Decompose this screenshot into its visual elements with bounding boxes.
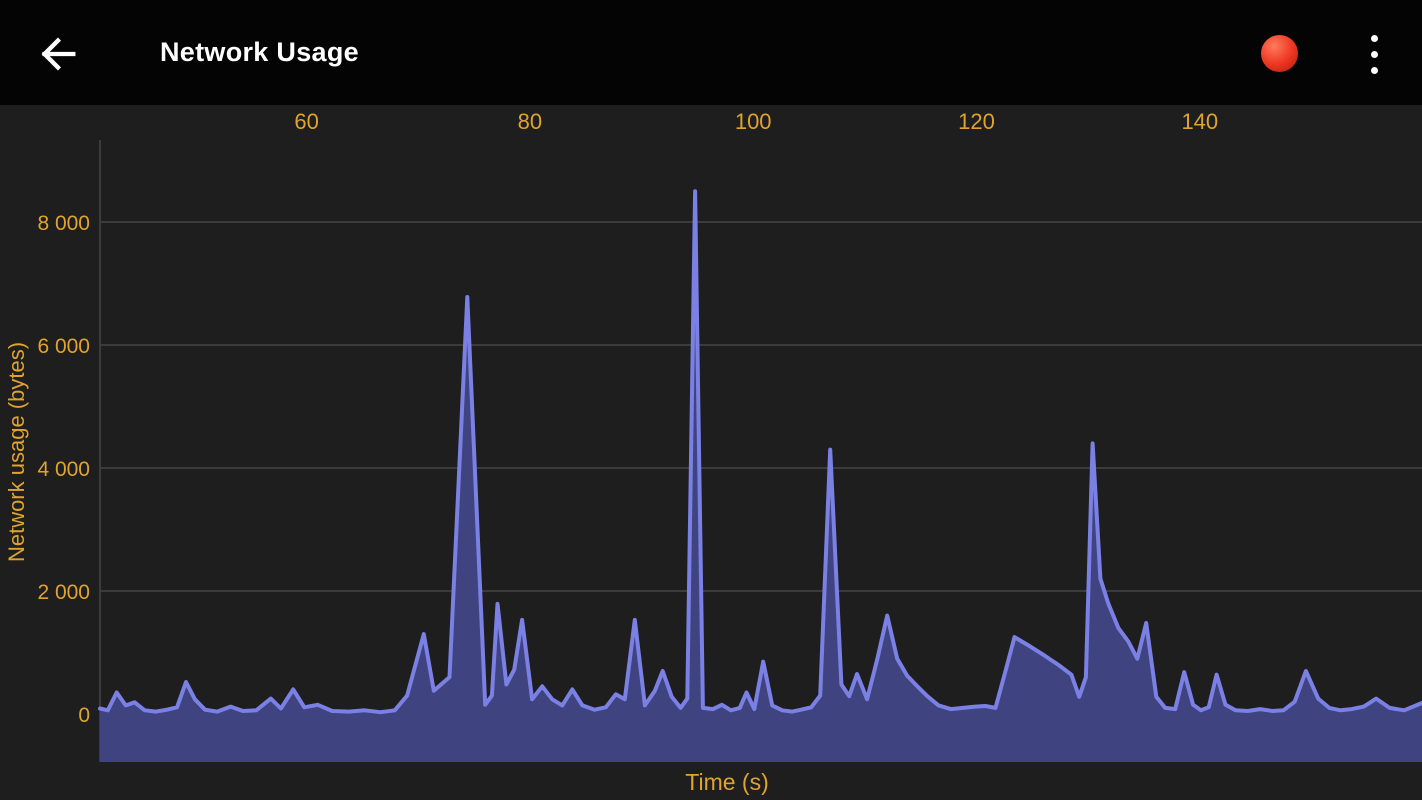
y-tick-label: 8 000 (37, 212, 90, 235)
app-toolbar: Network Usage (0, 0, 1422, 105)
x-tick-label: 80 (518, 109, 542, 134)
y-tick-label: 4 000 (37, 458, 90, 481)
x-tick-label: 100 (735, 109, 772, 134)
series-area-fill (100, 191, 1422, 762)
back-arrow-icon[interactable] (34, 31, 80, 77)
menu-dot (1370, 34, 1378, 42)
y-tick-label: 0 (78, 704, 90, 727)
y-tick-label: 2 000 (37, 581, 90, 604)
menu-dot (1370, 50, 1378, 58)
page-title: Network Usage (160, 37, 359, 67)
x-axis-title: Time (s) (685, 769, 769, 795)
x-tick-label: 60 (294, 109, 318, 134)
menu-dot (1370, 66, 1378, 74)
series-line (98, 189, 1422, 715)
y-axis-title: Network usage (bytes) (4, 341, 29, 563)
network-usage-chart[interactable]: 60 80 100 120 140 0 2 000 4 000 6 000 8 000 (0, 105, 1422, 800)
overflow-menu-icon[interactable] (1358, 28, 1390, 80)
record-indicator-button[interactable] (1261, 35, 1298, 72)
x-tick-label: 120 (958, 109, 995, 134)
x-tick-label: 140 (1181, 109, 1218, 134)
y-tick-label: 6 000 (37, 335, 90, 358)
